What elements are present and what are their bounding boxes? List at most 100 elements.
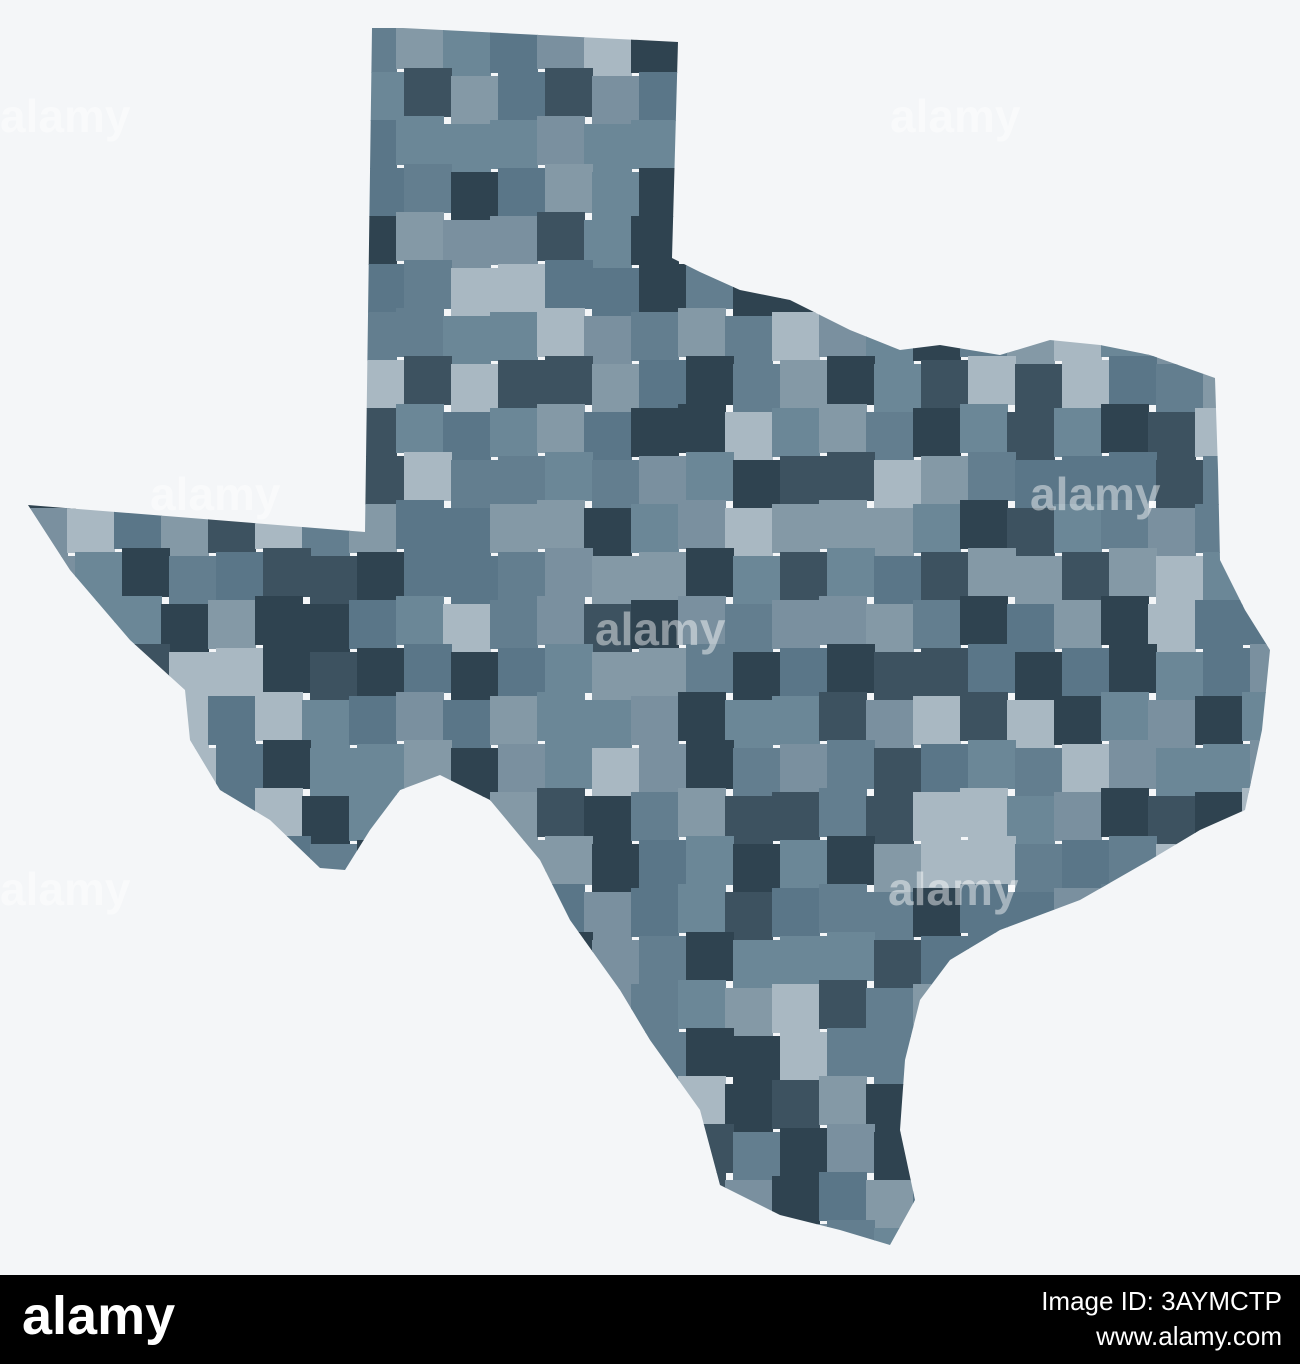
county bbox=[678, 596, 726, 645]
county bbox=[498, 744, 546, 793]
county bbox=[686, 932, 734, 981]
county bbox=[1062, 456, 1110, 505]
county bbox=[780, 552, 828, 601]
county bbox=[631, 600, 679, 649]
county bbox=[404, 260, 452, 309]
county bbox=[686, 356, 734, 405]
county bbox=[592, 76, 640, 125]
county bbox=[1109, 740, 1157, 789]
county bbox=[913, 408, 961, 457]
county bbox=[874, 460, 922, 509]
county bbox=[1015, 652, 1063, 701]
county bbox=[451, 76, 499, 125]
county bbox=[921, 360, 969, 409]
county bbox=[396, 692, 444, 741]
county bbox=[819, 404, 867, 453]
county bbox=[780, 1032, 828, 1081]
county bbox=[498, 360, 546, 409]
county bbox=[827, 932, 875, 981]
county bbox=[349, 600, 397, 649]
county bbox=[545, 644, 593, 693]
county bbox=[396, 116, 444, 165]
county bbox=[1156, 364, 1204, 413]
county bbox=[819, 1076, 867, 1125]
county bbox=[1062, 648, 1110, 697]
county bbox=[631, 216, 679, 265]
county bbox=[396, 404, 444, 453]
county bbox=[498, 456, 546, 505]
county bbox=[592, 556, 640, 605]
county bbox=[780, 1128, 828, 1177]
county bbox=[490, 408, 538, 457]
county bbox=[631, 312, 679, 361]
county bbox=[874, 556, 922, 605]
county bbox=[545, 548, 593, 597]
county bbox=[819, 692, 867, 741]
county bbox=[780, 456, 828, 505]
county bbox=[733, 556, 781, 605]
county bbox=[451, 364, 499, 413]
county bbox=[1062, 552, 1110, 601]
county bbox=[733, 748, 781, 797]
county bbox=[537, 404, 585, 453]
watermark: alamy bbox=[888, 863, 1019, 915]
county bbox=[921, 552, 969, 601]
county bbox=[490, 28, 538, 73]
county bbox=[1101, 404, 1149, 453]
county bbox=[678, 980, 726, 1029]
county bbox=[310, 652, 358, 701]
county bbox=[874, 652, 922, 701]
county bbox=[545, 452, 593, 501]
county bbox=[349, 696, 397, 745]
county bbox=[357, 744, 405, 793]
county bbox=[874, 940, 922, 989]
county bbox=[1062, 360, 1110, 409]
county bbox=[874, 844, 922, 893]
county bbox=[631, 888, 679, 937]
county bbox=[451, 652, 499, 701]
county bbox=[537, 116, 585, 165]
county bbox=[733, 940, 781, 989]
county bbox=[913, 600, 961, 649]
county bbox=[772, 696, 820, 745]
county bbox=[968, 452, 1016, 501]
county bbox=[396, 212, 444, 261]
county bbox=[968, 356, 1016, 405]
watermark: alamy bbox=[890, 90, 1021, 142]
county bbox=[686, 548, 734, 597]
county bbox=[310, 556, 358, 605]
county bbox=[678, 884, 726, 933]
county bbox=[678, 308, 726, 357]
county bbox=[537, 308, 585, 357]
county bbox=[772, 312, 820, 361]
county bbox=[498, 648, 546, 697]
county bbox=[772, 600, 820, 649]
county bbox=[67, 504, 115, 553]
county bbox=[686, 452, 734, 501]
county bbox=[639, 936, 687, 985]
county bbox=[263, 548, 311, 597]
county bbox=[1156, 460, 1204, 509]
watermarks: alamy alamy alamy alamy alamy alamy alam… bbox=[0, 90, 1161, 915]
county bbox=[921, 456, 969, 505]
county bbox=[827, 452, 875, 501]
county bbox=[827, 548, 875, 597]
county bbox=[631, 120, 679, 169]
county bbox=[780, 648, 828, 697]
county bbox=[592, 652, 640, 701]
county bbox=[1203, 744, 1251, 793]
county bbox=[678, 404, 726, 453]
county bbox=[263, 644, 311, 693]
county bbox=[921, 744, 969, 793]
county bbox=[686, 644, 734, 693]
county bbox=[733, 364, 781, 413]
county bbox=[537, 212, 585, 261]
county bbox=[396, 28, 444, 69]
county bbox=[678, 692, 726, 741]
county bbox=[827, 1028, 875, 1077]
county bbox=[1062, 744, 1110, 793]
county bbox=[874, 748, 922, 797]
county bbox=[733, 460, 781, 509]
county bbox=[733, 1132, 781, 1181]
county bbox=[545, 68, 593, 117]
